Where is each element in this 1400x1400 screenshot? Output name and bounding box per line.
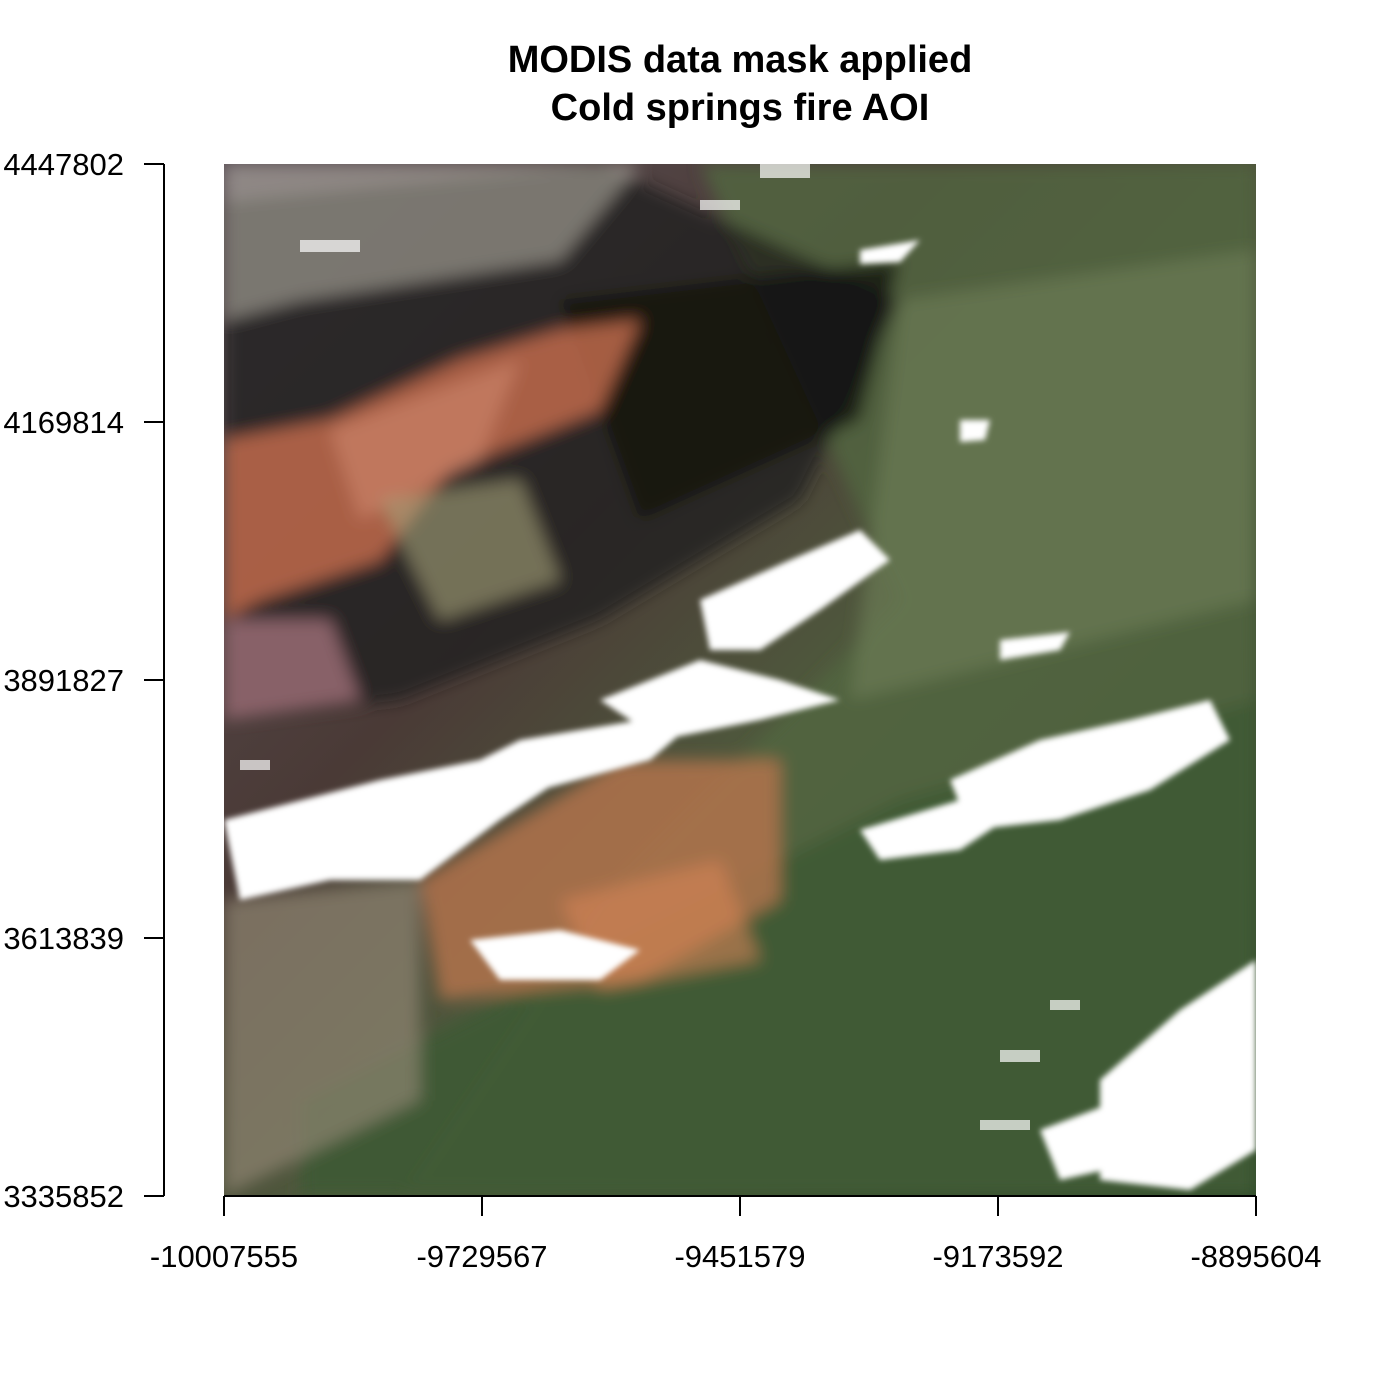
y-tick-label: 3613839 [3,921,124,956]
x-tick-label: -10007555 [150,1239,298,1274]
satellite-raster-image [224,164,1256,1196]
x-axis-ticks: -10007555 -9729567 -9451579 -9173592 -889560… [150,1196,1322,1274]
y-tick-label: 3891827 [3,663,124,698]
y-tick-label: 4169814 [3,405,124,440]
x-tick-label: -9451579 [674,1239,805,1274]
y-tick-label: 4447802 [3,147,124,182]
y-axis-ticks: 4447802 4169814 3891827 3613839 3335852 [3,147,164,1214]
x-tick-label: -9729567 [416,1239,547,1274]
x-tick-label: -8895604 [1190,1239,1321,1274]
y-tick-label: 3335852 [3,1179,124,1214]
chart-title-line-1: MODIS data mask applied [507,39,973,81]
x-tick-label: -9173592 [932,1239,1063,1274]
chart-title-line-2: Cold springs fire AOI [550,87,930,129]
